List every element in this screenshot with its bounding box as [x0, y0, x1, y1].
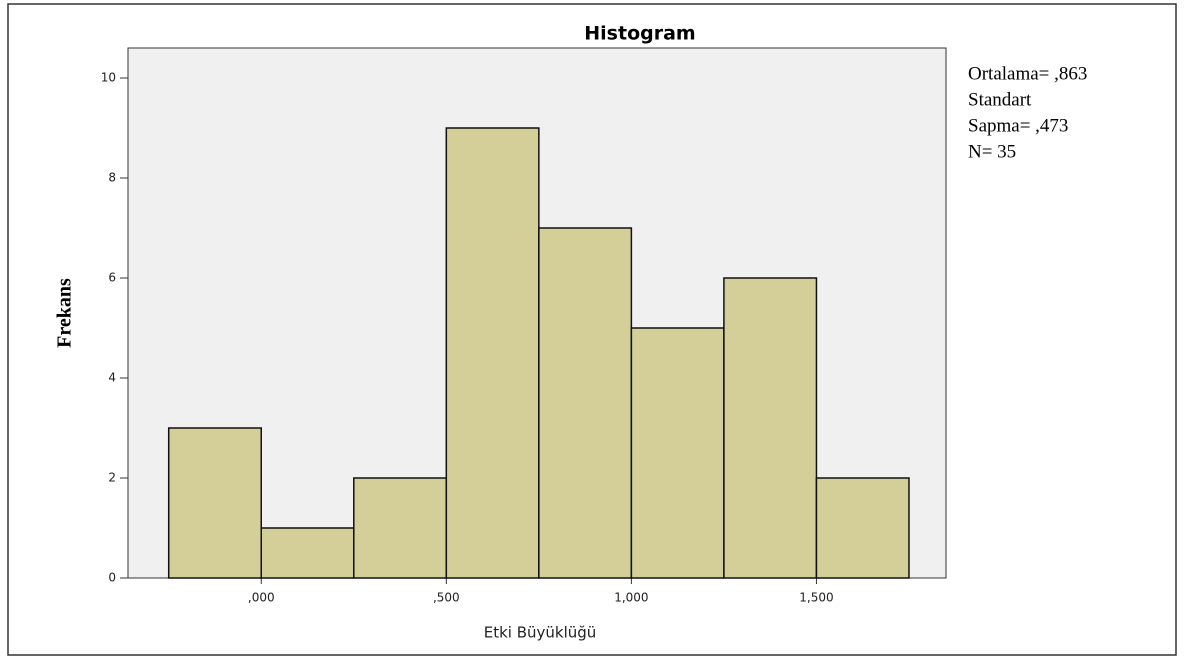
- y-tick-label: 8: [108, 171, 116, 185]
- chart-title: Histogram: [584, 23, 695, 45]
- y-tick-label: 2: [108, 471, 116, 485]
- annotation: Ortalama= ,863: [968, 63, 1087, 84]
- x-axis-label: Etki Büyüklüğü: [484, 624, 597, 642]
- annotation: N= 35: [968, 141, 1016, 162]
- y-tick-label: 10: [101, 71, 116, 85]
- bar: [815, 477, 910, 579]
- bar: [445, 127, 540, 579]
- x-tick-label: ,500: [433, 591, 460, 605]
- y-axis-label: Frekans: [54, 278, 76, 348]
- annotation: Sapma= ,473: [968, 115, 1068, 136]
- annotation: Standart: [968, 89, 1032, 110]
- y-tick-label: 0: [108, 571, 116, 585]
- y-tick-label: 4: [108, 371, 116, 385]
- bar: [723, 277, 818, 579]
- x-tick-label: ,000: [248, 591, 275, 605]
- bar: [353, 477, 448, 579]
- x-tick-label: 1,000: [614, 591, 648, 605]
- bar: [260, 527, 355, 579]
- y-tick-label: 6: [108, 271, 116, 285]
- x-tick-label: 1,500: [799, 591, 833, 605]
- bar: [538, 227, 633, 579]
- bar: [167, 427, 262, 579]
- bar: [630, 327, 725, 579]
